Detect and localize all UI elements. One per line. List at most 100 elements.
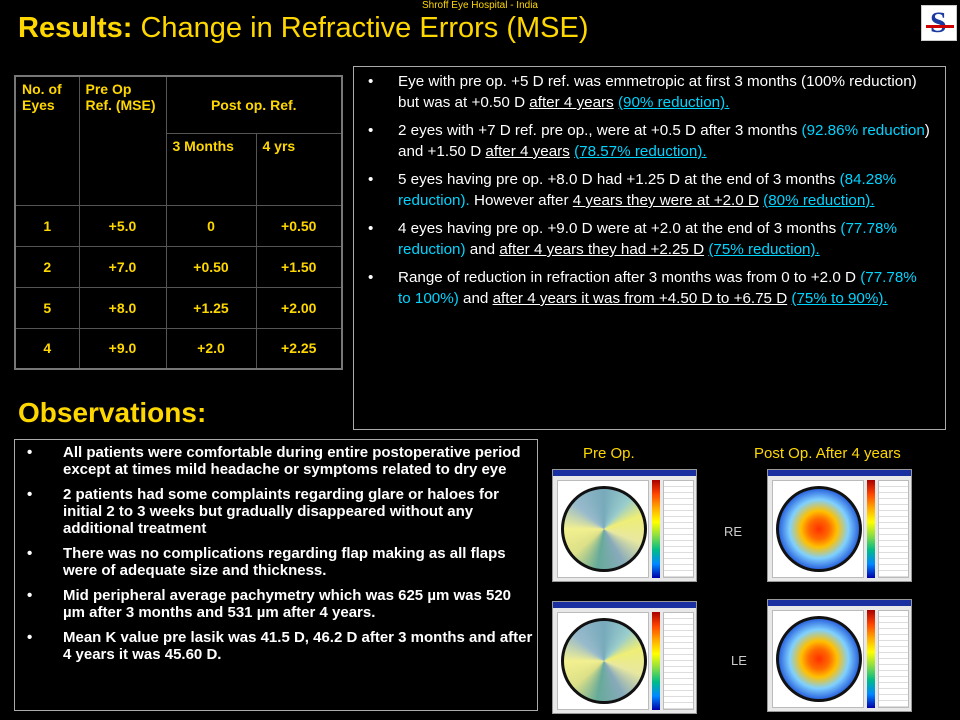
highlight-text: (78.57% reduction). [574,143,707,160]
map-readout-panel [878,480,909,578]
table-header-row: No. of Eyes Pre Op Ref. (MSE) Post op. R… [14,75,343,206]
observation-item: All patients were comfortable during ent… [27,444,533,478]
result-item: 2 eyes with +7 D ref. pre op., were at +… [368,120,933,162]
results-box: Eye with pre op. +5 D ref. was emmetropi… [353,66,946,430]
highlight-text: (92.86% reduction [801,122,925,139]
highlight-text: (77.78% to 100%) [398,269,917,307]
refraction-table: No. of Eyes Pre Op Ref. (MSE) Post op. R… [14,75,343,370]
text: Range of reduction in refraction after 3… [398,269,861,286]
topography-map-le-postop [767,599,912,712]
header-preop: Pre Op Ref. (MSE) [78,75,167,206]
observations-box: All patients were comfortable during ent… [14,439,538,711]
hospital-name: Shroff Eye Hospital - India [422,0,538,11]
cell-4y: +2.25 [255,327,343,370]
result-item: Eye with pre op. +5 D ref. was emmetropi… [368,71,933,113]
result-item: Range of reduction in refraction after 3… [368,267,933,309]
observation-item: 2 patients had some complaints regarding… [27,486,533,537]
table-row: 5 +8.0 +1.25 +2.00 [14,286,343,329]
cell-eyes: 1 [14,204,80,247]
observation-item: There was no complications regarding fla… [27,545,533,579]
left-eye-label: LE [731,653,747,668]
highlight-text: (75% reduction). [708,241,820,258]
header-3-months: 3 Months [165,132,257,206]
cell-eyes: 2 [14,245,80,288]
map-plot [772,610,864,708]
map-readout-panel [663,480,694,578]
cornea-disc [776,616,862,702]
topography-map-le-preop [552,601,697,714]
map-plot [557,612,649,710]
observations-list: All patients were comfortable during ent… [27,444,533,663]
color-scale [652,612,660,710]
title-bold: Results: [18,12,133,44]
results-list: Eye with pre op. +5 D ref. was emmetropi… [368,71,933,309]
table-subheader-row: 3 Months 4 yrs [15,132,343,206]
highlight-text: (80% reduction). [763,192,875,209]
cell-4y: +2.00 [255,286,343,329]
cell-4y: +0.50 [255,204,343,247]
title-rest: Change in Refractive Errors (MSE) [132,12,589,44]
text: ) and +1.50 D [398,122,930,160]
color-scale [867,480,875,578]
window-titlebar [553,602,696,608]
result-item: 5 eyes having pre op. +8.0 D had +1.25 D… [368,169,933,211]
cornea-disc [561,486,647,572]
cell-preop: +8.0 [78,286,167,329]
underlined-text: after 4 years [485,143,570,160]
observation-item: Mid peripheral average pachymetry which … [27,587,533,621]
window-titlebar [768,470,911,476]
observation-item: Mean K value pre lasik was 41.5 D, 46.2 … [27,629,533,663]
right-eye-label: RE [724,524,743,539]
topography-map-re-postop [767,469,912,582]
text: and [458,290,493,307]
cell-preop: +5.0 [78,204,167,247]
window-titlebar [553,470,696,476]
color-scale [867,610,875,708]
header-eyes: No. of Eyes [14,75,80,206]
map-plot [557,480,649,578]
underlined-text: 4 years they were at +2.0 D [572,192,759,209]
logo-stripe [926,25,954,28]
color-scale [652,480,660,578]
cell-3m: +1.25 [165,286,257,329]
highlight-text: (77.78% reduction) [398,220,897,258]
cornea-disc [776,486,862,572]
window-titlebar [768,600,911,606]
header-4-years: 4 yrs [255,132,343,206]
cell-3m: +2.0 [165,327,257,370]
cell-eyes: 4 [14,327,80,370]
cell-preop: +7.0 [78,245,167,288]
underlined-text: after 4 years it was from +4.50 D to +6.… [492,290,788,307]
underlined-text: after 4 years [529,94,614,111]
text: 5 eyes having pre op. +8.0 D had +1.25 D… [398,171,840,188]
highlight-text: (75% to 90%). [791,290,888,307]
hospital-logo: S [921,5,957,41]
header-postop: Post op. Ref. [165,75,343,134]
map-plot [772,480,864,578]
logo-letter: S [930,6,947,39]
underlined-text: after 4 years they had +2.25 D [499,241,705,258]
text: 2 eyes with +7 D ref. pre op., were at +… [398,122,802,139]
page-title: Results: Change in Refractive Errors (MS… [18,12,589,45]
text: and [465,241,500,258]
post-op-label: Post Op. After 4 years [754,445,901,462]
text: Eye with pre op. +5 D ref. was emmetropi… [398,73,917,111]
cell-eyes: 5 [14,286,80,329]
cell-3m: 0 [165,204,257,247]
cell-3m: +0.50 [165,245,257,288]
highlight-text: (90% reduction). [617,94,730,111]
table-row: 1 +5.0 0 +0.50 [14,204,343,247]
table-row: 2 +7.0 +0.50 +1.50 [14,245,343,288]
cell-preop: +9.0 [78,327,167,370]
table-row: 4 +9.0 +2.0 +2.25 [14,327,343,370]
highlight-text: (84.28% reduction). [398,171,897,209]
topography-map-re-preop [552,469,697,582]
pre-op-label: Pre Op. [583,445,635,462]
cell-4y: +1.50 [255,245,343,288]
observations-title: Observations: [18,397,207,428]
text: However after [469,192,573,209]
result-item: 4 eyes having pre op. +9.0 D were at +2.… [368,218,933,260]
text: 4 eyes having pre op. +9.0 D were at +2.… [398,220,841,237]
map-readout-panel [878,610,909,708]
cornea-disc [561,618,647,704]
